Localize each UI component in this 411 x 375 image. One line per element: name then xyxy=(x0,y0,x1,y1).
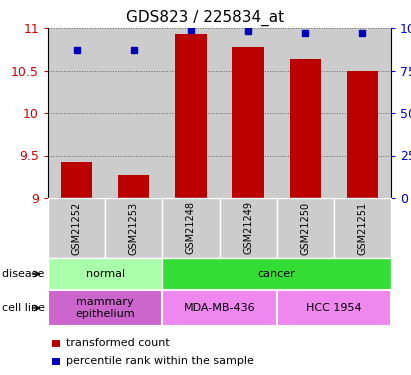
Text: cancer: cancer xyxy=(258,269,296,279)
Bar xyxy=(334,28,391,198)
Bar xyxy=(289,60,321,198)
Text: GSM21251: GSM21251 xyxy=(358,201,367,255)
Text: transformed count: transformed count xyxy=(66,338,169,348)
Text: disease state: disease state xyxy=(2,269,76,279)
Text: GSM21253: GSM21253 xyxy=(129,201,139,255)
Text: MDA-MB-436: MDA-MB-436 xyxy=(184,303,255,313)
Bar xyxy=(48,28,105,198)
Bar xyxy=(118,175,150,198)
Text: GDS823 / 225834_at: GDS823 / 225834_at xyxy=(127,10,284,26)
Bar xyxy=(277,28,334,198)
Text: normal: normal xyxy=(85,269,125,279)
Bar xyxy=(219,28,277,198)
Text: cell line: cell line xyxy=(2,303,45,313)
Text: GSM21252: GSM21252 xyxy=(72,201,81,255)
Text: HCC 1954: HCC 1954 xyxy=(306,303,362,313)
Bar xyxy=(105,28,162,198)
Text: percentile rank within the sample: percentile rank within the sample xyxy=(66,356,254,366)
Bar xyxy=(232,47,264,198)
Text: GSM21250: GSM21250 xyxy=(300,201,310,255)
Text: GSM21248: GSM21248 xyxy=(186,201,196,255)
Bar xyxy=(61,162,92,198)
Bar xyxy=(175,34,207,198)
Bar xyxy=(347,70,378,198)
Text: GSM21249: GSM21249 xyxy=(243,201,253,255)
Bar xyxy=(162,28,219,198)
Text: mammary
epithelium: mammary epithelium xyxy=(75,297,135,319)
